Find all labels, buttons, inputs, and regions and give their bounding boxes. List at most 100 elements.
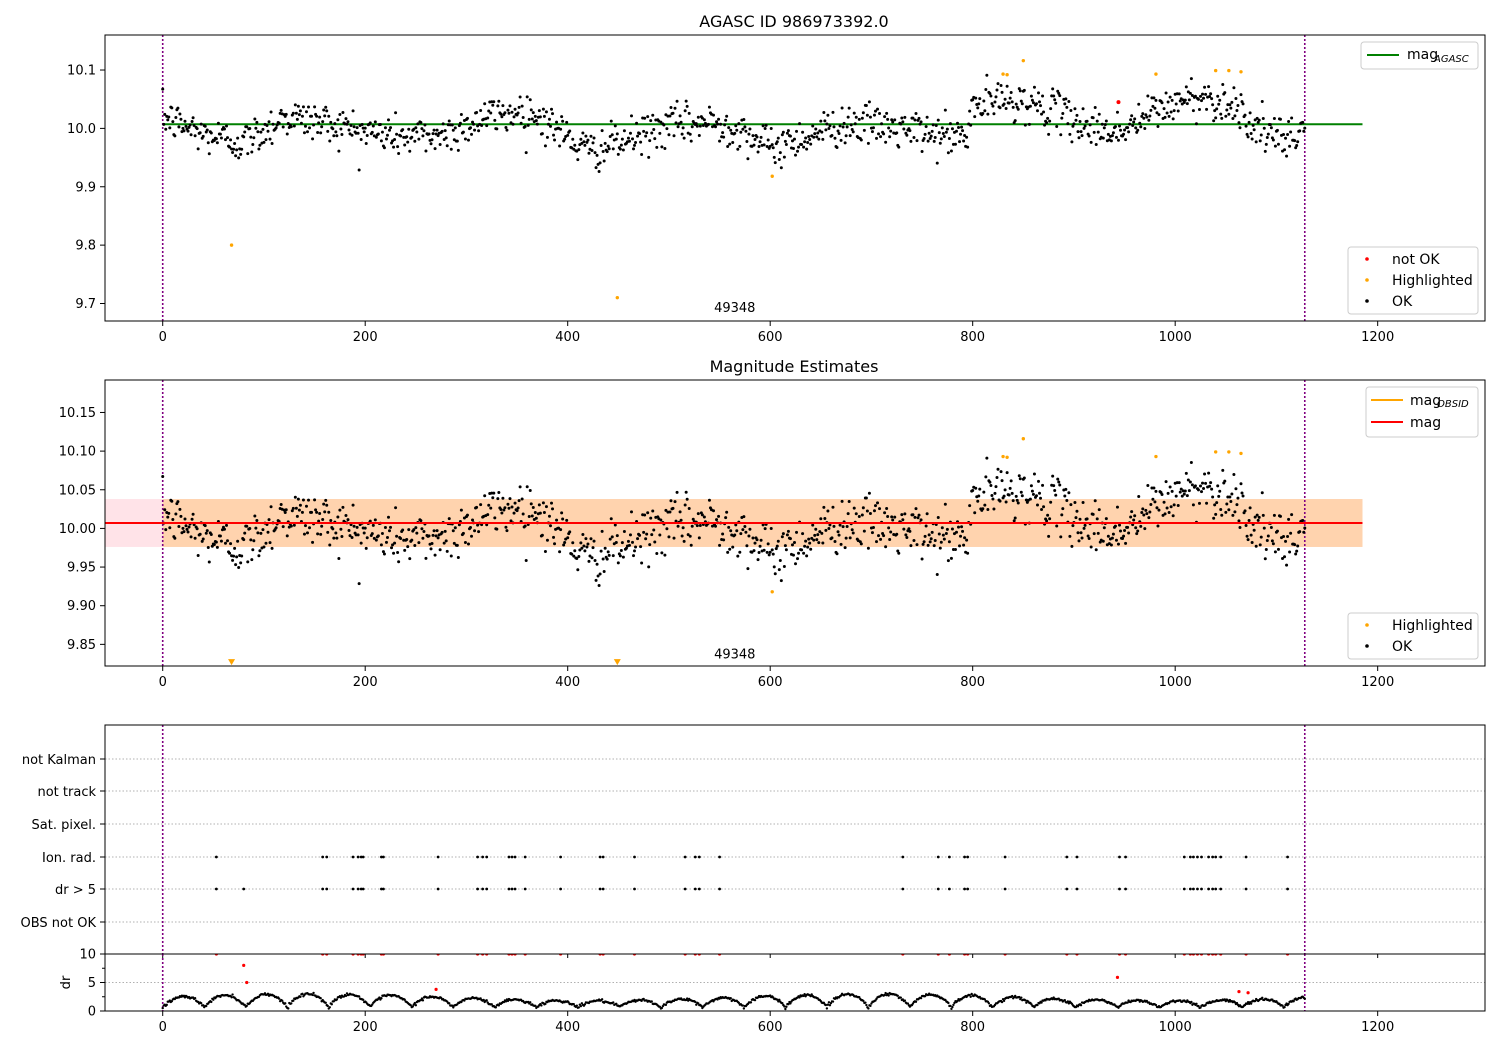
panel2-ok-point: [833, 539, 837, 543]
panel2-ok-point: [1060, 513, 1064, 517]
panel2-ok-point: [766, 542, 770, 546]
panel2-ok-point: [373, 518, 377, 522]
panel2-ok-point: [985, 456, 989, 460]
panel2-ok-point: [949, 556, 953, 560]
panel1-ok-point: [441, 122, 445, 126]
panel2-ok-point: [1174, 494, 1178, 498]
panel2-ok-point: [1151, 497, 1155, 501]
panel4-dr-point: [202, 1004, 205, 1007]
panel2-ok-point: [689, 543, 693, 547]
panel1-ok-point: [610, 133, 614, 137]
panel1-ok-point: [1088, 123, 1092, 127]
panel1-ok-point: [255, 120, 259, 124]
panel2-ok-point: [807, 537, 811, 541]
panel2-ok-point: [788, 537, 792, 541]
panel1-ok-point: [758, 140, 762, 144]
panel1-ok-point: [1116, 138, 1120, 142]
panel1-ok-point: [791, 147, 795, 151]
panel2-ok-point: [889, 530, 893, 534]
panel1-ok-point: [934, 123, 938, 127]
panel2-ok-point: [1163, 512, 1167, 516]
panel2-ok-point: [976, 499, 980, 503]
panel1-ok-point: [300, 114, 304, 118]
flag-point: [1192, 855, 1195, 859]
panel2-ok-point: [750, 550, 754, 554]
panel1-ok-point: [347, 128, 351, 132]
panel2-ok-point: [838, 523, 842, 527]
panel2-ok-point: [645, 532, 649, 536]
panel2-ok-point: [1230, 492, 1234, 496]
panel2-ok-point: [1220, 513, 1224, 517]
panel2-ok-point: [820, 531, 824, 535]
panel2-ok-point: [586, 542, 590, 546]
panel1-ok-point: [1238, 126, 1242, 130]
panel1-ok-point: [258, 143, 262, 147]
panel2-ok-point: [840, 499, 844, 503]
panel4-dr-point: [448, 1002, 451, 1005]
panel1-ok-point: [1092, 130, 1096, 134]
panel1-ok-point: [902, 127, 906, 131]
panel2-ok-point: [323, 510, 327, 514]
panel2-ok-point: [857, 515, 861, 519]
panel2-ok-point: [933, 539, 937, 543]
panel1-not-ok-series: [1116, 100, 1121, 105]
panel1-ok-point: [840, 106, 844, 110]
flag-point: [948, 887, 951, 891]
panel2-ok-point: [794, 562, 798, 566]
panel1-ok-point: [587, 151, 591, 155]
panel1-ok-point: [530, 117, 534, 121]
panel2-ok-point: [337, 557, 341, 561]
panel1-ok-point: [279, 108, 283, 112]
panel1-ok-point: [501, 104, 505, 108]
panel2-ok-point: [168, 526, 172, 530]
panel2-ok-point: [589, 537, 593, 541]
panel1-ok-point: [399, 134, 403, 138]
panel1-xtick-label: 0: [159, 330, 167, 345]
panel1-ok-point: [741, 127, 745, 131]
panel2-ok-point: [803, 544, 807, 548]
panel2-ok-point: [524, 558, 528, 562]
panel1-ok-point: [1276, 142, 1280, 146]
panel2-ok-point: [1290, 513, 1294, 517]
panel1-ok-point: [722, 135, 726, 139]
flag-point: [242, 887, 246, 891]
panel2-ok-point: [1170, 489, 1174, 493]
panel1-ok-point: [235, 148, 239, 152]
panel2-ok-point: [909, 544, 913, 548]
panel1-ok-point: [1145, 115, 1149, 119]
panel2-ok-point: [1177, 481, 1181, 485]
panel2-ok-point: [1038, 491, 1042, 495]
panel2-ok-point: [1204, 481, 1208, 485]
panel2-ok-point: [1146, 484, 1150, 488]
legend-swatch: [1365, 644, 1369, 648]
panel2-ok-point: [347, 529, 351, 532]
panel1-ok-point: [1122, 132, 1126, 136]
panel1-ok-point: [905, 133, 909, 137]
flag-point: [559, 855, 563, 859]
panel1-ok-point: [643, 116, 647, 120]
panel1-ok-point: [269, 110, 273, 114]
panel2-ok-point: [1157, 508, 1161, 512]
panel4-dr-point: [864, 1001, 867, 1004]
flag-point: [901, 887, 905, 891]
panel1-ok-point: [561, 119, 565, 123]
panel1-ok-point: [563, 137, 567, 141]
panel1-ok-point: [1200, 99, 1204, 103]
panel2-ok-point: [809, 547, 813, 551]
panel4-dr-point: [1235, 1001, 1239, 1005]
panel2-ok-point: [767, 553, 771, 557]
panel1-ok-point: [836, 129, 840, 133]
panel4-dr-point: [231, 993, 234, 996]
panel1-ok-point: [355, 126, 359, 130]
panel1-ok-point: [718, 139, 722, 143]
panel4-dr-series: [161, 991, 1306, 1011]
panel2-ok-point: [456, 555, 460, 559]
flag-point: [963, 887, 966, 891]
panel2-ok-point: [543, 550, 547, 554]
panel1-ok-point: [1055, 125, 1059, 129]
panel2-ok-point: [350, 536, 354, 540]
panel2-ok-point: [1030, 489, 1034, 493]
panel2-ok-point: [328, 543, 332, 547]
panel2-ok-point: [419, 519, 423, 523]
panel1-ok-point: [995, 88, 999, 92]
